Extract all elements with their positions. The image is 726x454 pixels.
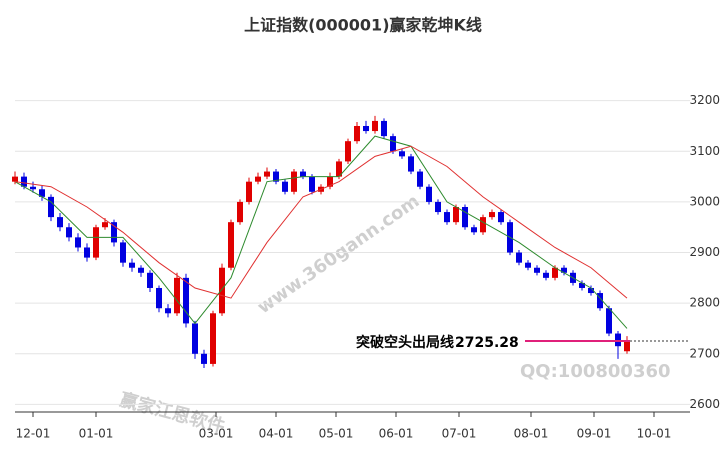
candle-body bbox=[246, 181, 252, 202]
chart-title: 上证指数(000001)赢家乾坤K线 bbox=[244, 16, 482, 35]
candle-body bbox=[192, 323, 198, 354]
candle-body bbox=[327, 176, 333, 187]
candle-body bbox=[534, 267, 540, 273]
candle-body bbox=[453, 206, 459, 223]
candle-body bbox=[354, 125, 360, 142]
candle-body bbox=[228, 222, 234, 268]
candle-body bbox=[309, 176, 315, 192]
candle-body bbox=[30, 186, 36, 190]
candle-body bbox=[165, 308, 171, 314]
x-tick-label: 03-01 bbox=[199, 427, 234, 441]
candle-body bbox=[75, 237, 81, 248]
candle-body bbox=[84, 247, 90, 258]
candle-body bbox=[156, 287, 162, 309]
y-tick-label: 2900 bbox=[689, 245, 720, 259]
candle-body bbox=[435, 201, 441, 213]
x-tick-label: 04-01 bbox=[259, 427, 294, 441]
candle-body bbox=[543, 272, 549, 278]
candle-body bbox=[57, 217, 63, 228]
candle-body bbox=[237, 201, 243, 223]
moving-average bbox=[14, 145, 628, 299]
candle-body bbox=[417, 171, 423, 187]
candle-body bbox=[561, 267, 567, 273]
candle-body bbox=[624, 341, 630, 352]
watermark: QQ:100800360 bbox=[520, 361, 671, 382]
candle-body bbox=[489, 212, 495, 218]
candle-body bbox=[219, 267, 225, 314]
candle-body bbox=[147, 272, 153, 288]
candle-body bbox=[516, 252, 522, 263]
candle-body bbox=[381, 120, 387, 137]
candle-body bbox=[336, 161, 342, 177]
candle-body bbox=[183, 277, 189, 324]
annotation-text: 突破空头出局线 bbox=[356, 334, 454, 351]
watermark: www.360gann.com bbox=[254, 191, 424, 319]
candle-body bbox=[210, 313, 216, 364]
candle-body bbox=[102, 222, 108, 228]
candle-body bbox=[111, 222, 117, 243]
candle-body bbox=[48, 196, 54, 218]
x-tick-label: 09-01 bbox=[577, 427, 612, 441]
candle-body bbox=[12, 176, 18, 182]
candle-body bbox=[21, 176, 27, 187]
annotation-value: 2725.28 bbox=[455, 335, 519, 351]
candle-body bbox=[93, 227, 99, 258]
x-tick-label: 08-01 bbox=[514, 427, 549, 441]
candle-body bbox=[390, 136, 396, 152]
candle-body bbox=[372, 120, 378, 132]
candle-body bbox=[66, 227, 72, 238]
candle-body bbox=[615, 333, 621, 347]
candle-body bbox=[345, 141, 351, 162]
candle-body bbox=[138, 267, 144, 273]
y-tick-label: 2800 bbox=[689, 296, 720, 310]
y-tick-label: 3100 bbox=[689, 144, 720, 158]
candle-body bbox=[462, 206, 468, 228]
candle-body bbox=[552, 267, 558, 278]
candle-body bbox=[525, 262, 531, 268]
candle-body bbox=[300, 171, 306, 177]
candle-body bbox=[255, 176, 261, 182]
x-tick-label: 06-01 bbox=[379, 427, 414, 441]
y-tick-label: 3200 bbox=[689, 93, 720, 107]
candle-body bbox=[291, 171, 297, 192]
y-tick-label: 3000 bbox=[689, 194, 720, 208]
candle-body bbox=[264, 171, 270, 177]
x-tick-label: 10-01 bbox=[637, 427, 672, 441]
candle-body bbox=[39, 189, 45, 197]
candle-body bbox=[273, 171, 279, 182]
x-tick-label: 01-01 bbox=[79, 427, 114, 441]
candle-body bbox=[588, 287, 594, 294]
y-tick-label: 2600 bbox=[689, 397, 720, 411]
candle-body bbox=[480, 217, 486, 233]
candle-body bbox=[282, 181, 288, 192]
candle-body bbox=[471, 227, 477, 233]
candle-body bbox=[498, 212, 504, 223]
candle-body bbox=[444, 212, 450, 223]
candle-body bbox=[579, 282, 585, 288]
candle-body bbox=[174, 277, 180, 314]
candle-body bbox=[201, 353, 207, 364]
candle-body bbox=[606, 308, 612, 334]
y-tick-label: 2700 bbox=[689, 346, 720, 360]
candle-body bbox=[363, 125, 369, 132]
x-tick-label: 12-01 bbox=[16, 427, 51, 441]
candle-body bbox=[426, 186, 432, 202]
candle-body bbox=[597, 293, 603, 309]
x-tick-label: 05-01 bbox=[319, 427, 354, 441]
candle-body bbox=[408, 156, 414, 172]
candle-body bbox=[129, 262, 135, 268]
moving-average bbox=[14, 135, 628, 329]
candle-body bbox=[120, 242, 126, 263]
candle-body bbox=[399, 151, 405, 157]
x-tick-label: 07-01 bbox=[442, 427, 477, 441]
